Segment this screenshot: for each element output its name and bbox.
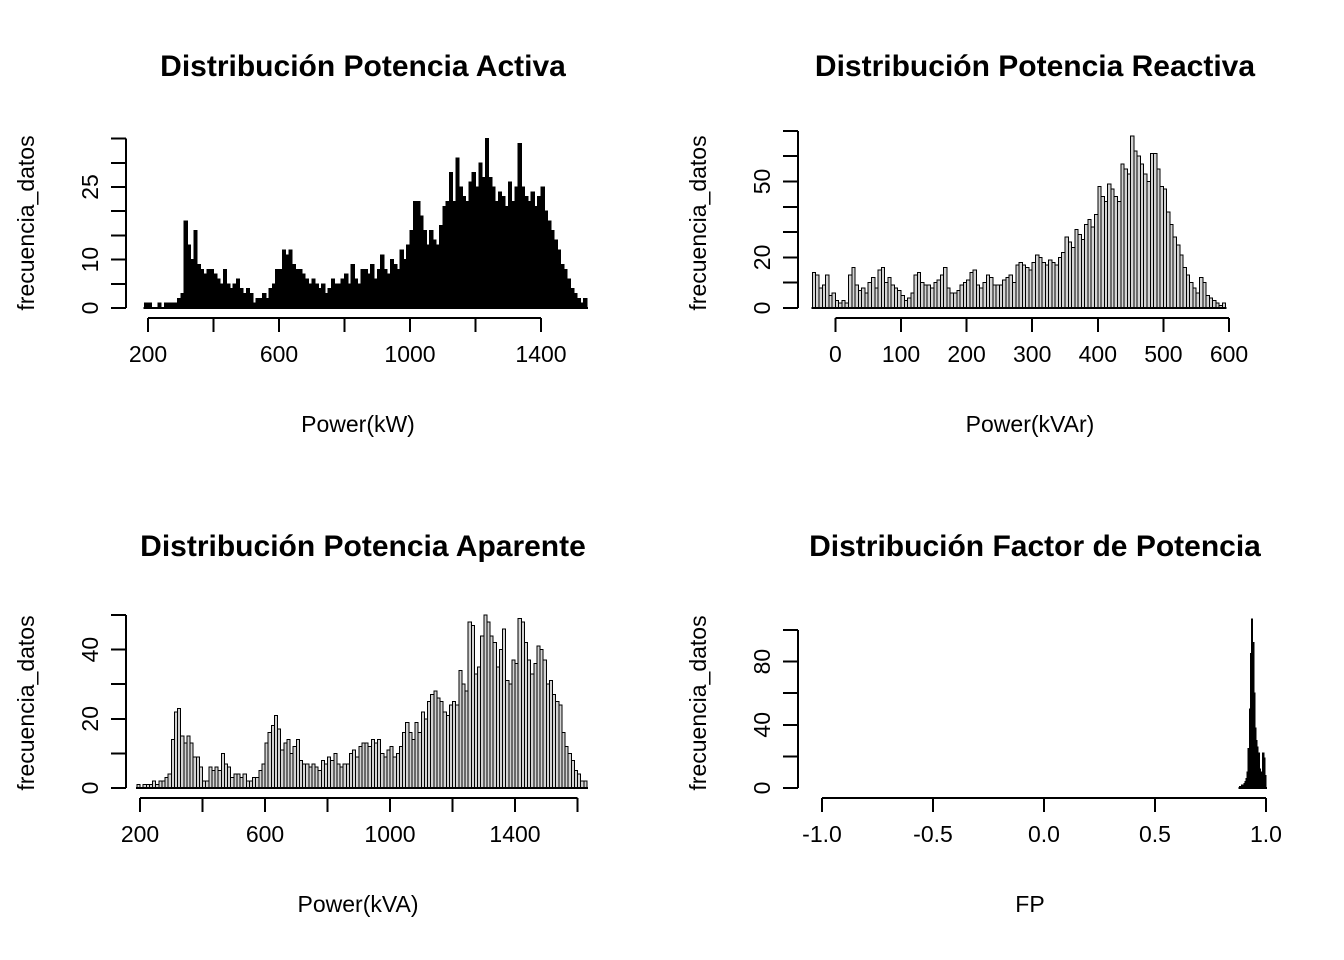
y-axis: 0 10 25 [77,137,127,315]
histogram-aparente-svg: Distribución Potencia Aparente Power(kVA… [13,530,588,917]
y-tick-label: 0 [749,782,775,795]
x-tick-label: 300 [1013,341,1051,367]
x-tick-label: 600 [1210,341,1248,367]
x-axis-title: Power(kVAr) [966,411,1095,437]
panel-factor-potencia: Distribución Factor de Potencia FP frecu… [672,480,1344,960]
panel-potencia-activa: Distribución Potencia Activa Power(kW) f… [0,0,672,480]
y-tick-label: 40 [749,712,775,738]
histogram-bar [1264,774,1267,789]
y-tick-label: 25 [77,174,103,200]
bars-group [1238,618,1267,789]
x-tick-label: 1400 [489,821,540,847]
y-axis-title: frecuencia_datos [685,615,711,790]
chart-title: Distribución Potencia Reactiva [815,50,1255,83]
x-tick-label: 500 [1144,341,1182,367]
x-tick-label: 1.0 [1250,821,1282,847]
x-tick-label: 0.5 [1139,821,1171,847]
histogram-reactiva-svg: Distribución Potencia Reactiva Power(kVA… [685,50,1255,437]
chart-title: Distribución Potencia Aparente [140,530,586,563]
y-tick-label: 10 [77,247,103,273]
bars-group [136,614,588,789]
x-tick-label: 200 [947,341,985,367]
y-tick-label: 0 [749,302,775,315]
y-tick-label: 40 [77,637,103,663]
x-tick-label: 100 [882,341,920,367]
bars-group [811,135,1227,309]
x-tick-label: 400 [1079,341,1117,367]
x-axis: 200 600 1000 1400 [121,797,579,847]
panel-potencia-reactiva: Distribución Potencia Reactiva Power(kVA… [672,0,1344,480]
x-axis: 0 100 200 300 400 500 600 [829,317,1248,367]
y-tick-label: 20 [77,706,103,732]
x-tick-label: -0.5 [913,821,953,847]
x-tick-label: 0 [829,341,842,367]
x-tick-label: 600 [246,821,284,847]
y-axis: 0 20 50 [749,129,799,315]
y-axis: 0 20 40 [77,614,127,795]
x-tick-label: 1000 [384,341,435,367]
histogram-activa-svg: Distribución Potencia Activa Power(kW) f… [13,50,588,437]
plot-area-reactiva: 0 100 200 300 400 500 600 0 20 50 [749,129,1248,367]
panel-potencia-aparente: Distribución Potencia Aparente Power(kVA… [0,480,672,960]
y-axis-title: frecuencia_datos [685,135,711,310]
y-tick-label: 0 [77,782,103,795]
chart-title: Distribución Potencia Activa [160,50,566,83]
plot-area-activa: 200 600 1000 1400 0 10 25 [77,137,588,367]
histogram-bar [583,297,588,309]
x-tick-label: -1.0 [802,821,842,847]
x-tick-label: 1000 [364,821,415,847]
x-axis-title: Power(kVA) [298,891,419,917]
x-axis-title: FP [1015,891,1044,917]
plot-area-aparente: 200 600 1000 1400 0 20 40 [77,614,588,847]
y-axis: 0 40 80 [749,629,799,795]
x-tick-label: 1400 [515,341,566,367]
y-axis-title: frecuencia_datos [13,135,39,310]
x-tick-label: 0.0 [1028,821,1060,847]
plot-area-fp: -1.0 -0.5 0.0 0.5 1.0 0 40 80 [749,618,1282,847]
y-tick-label: 80 [749,649,775,675]
histogram-fp-svg: Distribución Factor de Potencia FP frecu… [685,530,1282,917]
y-tick-label: 0 [77,302,103,315]
x-axis-title: Power(kW) [301,411,415,437]
x-tick-label: 200 [129,341,167,367]
histogram-bar [583,780,588,789]
y-tick-label: 20 [749,245,775,271]
y-tick-label: 50 [749,169,775,195]
bars-group [144,138,588,309]
x-axis: -1.0 -0.5 0.0 0.5 1.0 [802,797,1282,847]
x-axis: 200 600 1000 1400 [129,317,567,367]
x-tick-label: 600 [260,341,298,367]
chart-title: Distribución Factor de Potencia [809,530,1261,563]
y-axis-title: frecuencia_datos [13,615,39,790]
x-tick-label: 200 [121,821,159,847]
